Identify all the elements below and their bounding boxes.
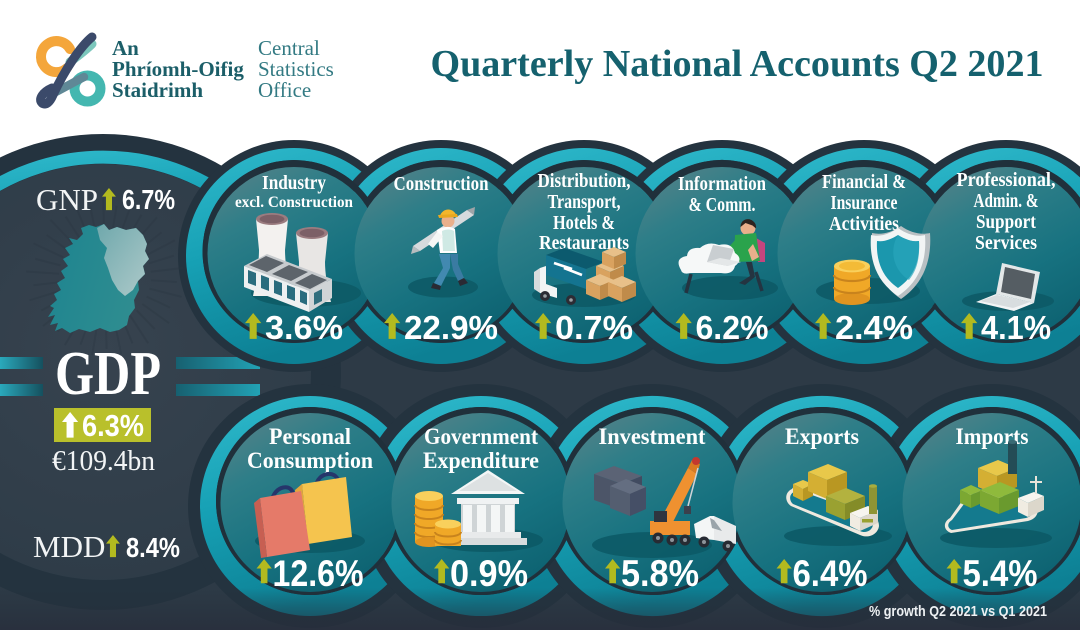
svg-text:6.4%: 6.4%: [793, 553, 868, 594]
svg-text:Financial &: Financial &: [822, 171, 906, 193]
svg-text:Construction: Construction: [394, 173, 489, 195]
svg-text:5.4%: 5.4%: [963, 553, 1038, 594]
svg-text:GNP: GNP: [36, 182, 98, 217]
svg-text:Activities: Activities: [829, 213, 899, 235]
svg-text:Government: Government: [424, 424, 538, 449]
svg-text:excl. Construction: excl. Construction: [235, 194, 353, 211]
svg-text:Insurance: Insurance: [831, 192, 898, 214]
svg-text:2.4%: 2.4%: [835, 309, 913, 346]
svg-text:Statistics: Statistics: [258, 57, 334, 81]
svg-text:Office: Office: [258, 78, 311, 102]
svg-text:Transport,: Transport,: [548, 191, 621, 213]
svg-text:Personal: Personal: [269, 424, 351, 449]
svg-text:0.7%: 0.7%: [555, 309, 633, 346]
svg-text:€109.4bn: €109.4bn: [52, 445, 155, 477]
svg-text:6.7%: 6.7%: [122, 184, 175, 215]
svg-text:GDP: GDP: [55, 340, 161, 408]
svg-text:An: An: [112, 36, 139, 60]
svg-text:8.4%: 8.4%: [126, 532, 180, 563]
svg-text:MDD: MDD: [33, 529, 105, 564]
svg-text:% growth Q2 2021 vs Q1 2021: % growth Q2 2021 vs Q1 2021: [869, 603, 1047, 620]
svg-text:Services: Services: [975, 232, 1037, 254]
svg-text:6.2%: 6.2%: [696, 309, 769, 346]
svg-text:Distribution,: Distribution,: [538, 170, 631, 192]
svg-text:Central: Central: [258, 36, 320, 60]
svg-text:12.6%: 12.6%: [273, 553, 364, 594]
svg-text:Investment: Investment: [599, 424, 706, 449]
svg-text:Exports: Exports: [785, 424, 859, 449]
svg-text:& Comm.: & Comm.: [689, 194, 756, 216]
svg-text:5.8%: 5.8%: [621, 553, 699, 594]
svg-text:22.9%: 22.9%: [404, 309, 498, 346]
svg-text:0.9%: 0.9%: [450, 553, 528, 594]
svg-text:Hotels &: Hotels &: [553, 212, 615, 234]
svg-text:3.6%: 3.6%: [265, 309, 343, 346]
svg-text:Quarterly National Accounts Q2: Quarterly National Accounts Q2 2021: [431, 43, 1044, 85]
svg-text:Phríomh-Oifig: Phríomh-Oifig: [112, 57, 244, 81]
svg-text:Support: Support: [976, 211, 1036, 233]
svg-text:Industry: Industry: [262, 172, 326, 194]
svg-text:Staidrimh: Staidrimh: [112, 78, 203, 102]
svg-text:6.3%: 6.3%: [82, 408, 144, 443]
svg-text:Expenditure: Expenditure: [423, 448, 539, 473]
svg-text:Professional,: Professional,: [957, 169, 1056, 191]
svg-text:Consumption: Consumption: [247, 448, 373, 473]
svg-text:Admin. &: Admin. &: [974, 190, 1039, 212]
svg-text:Restaurants: Restaurants: [539, 232, 629, 254]
svg-text:4.1%: 4.1%: [981, 309, 1051, 346]
svg-text:Information: Information: [678, 173, 766, 195]
svg-text:Imports: Imports: [956, 424, 1029, 449]
